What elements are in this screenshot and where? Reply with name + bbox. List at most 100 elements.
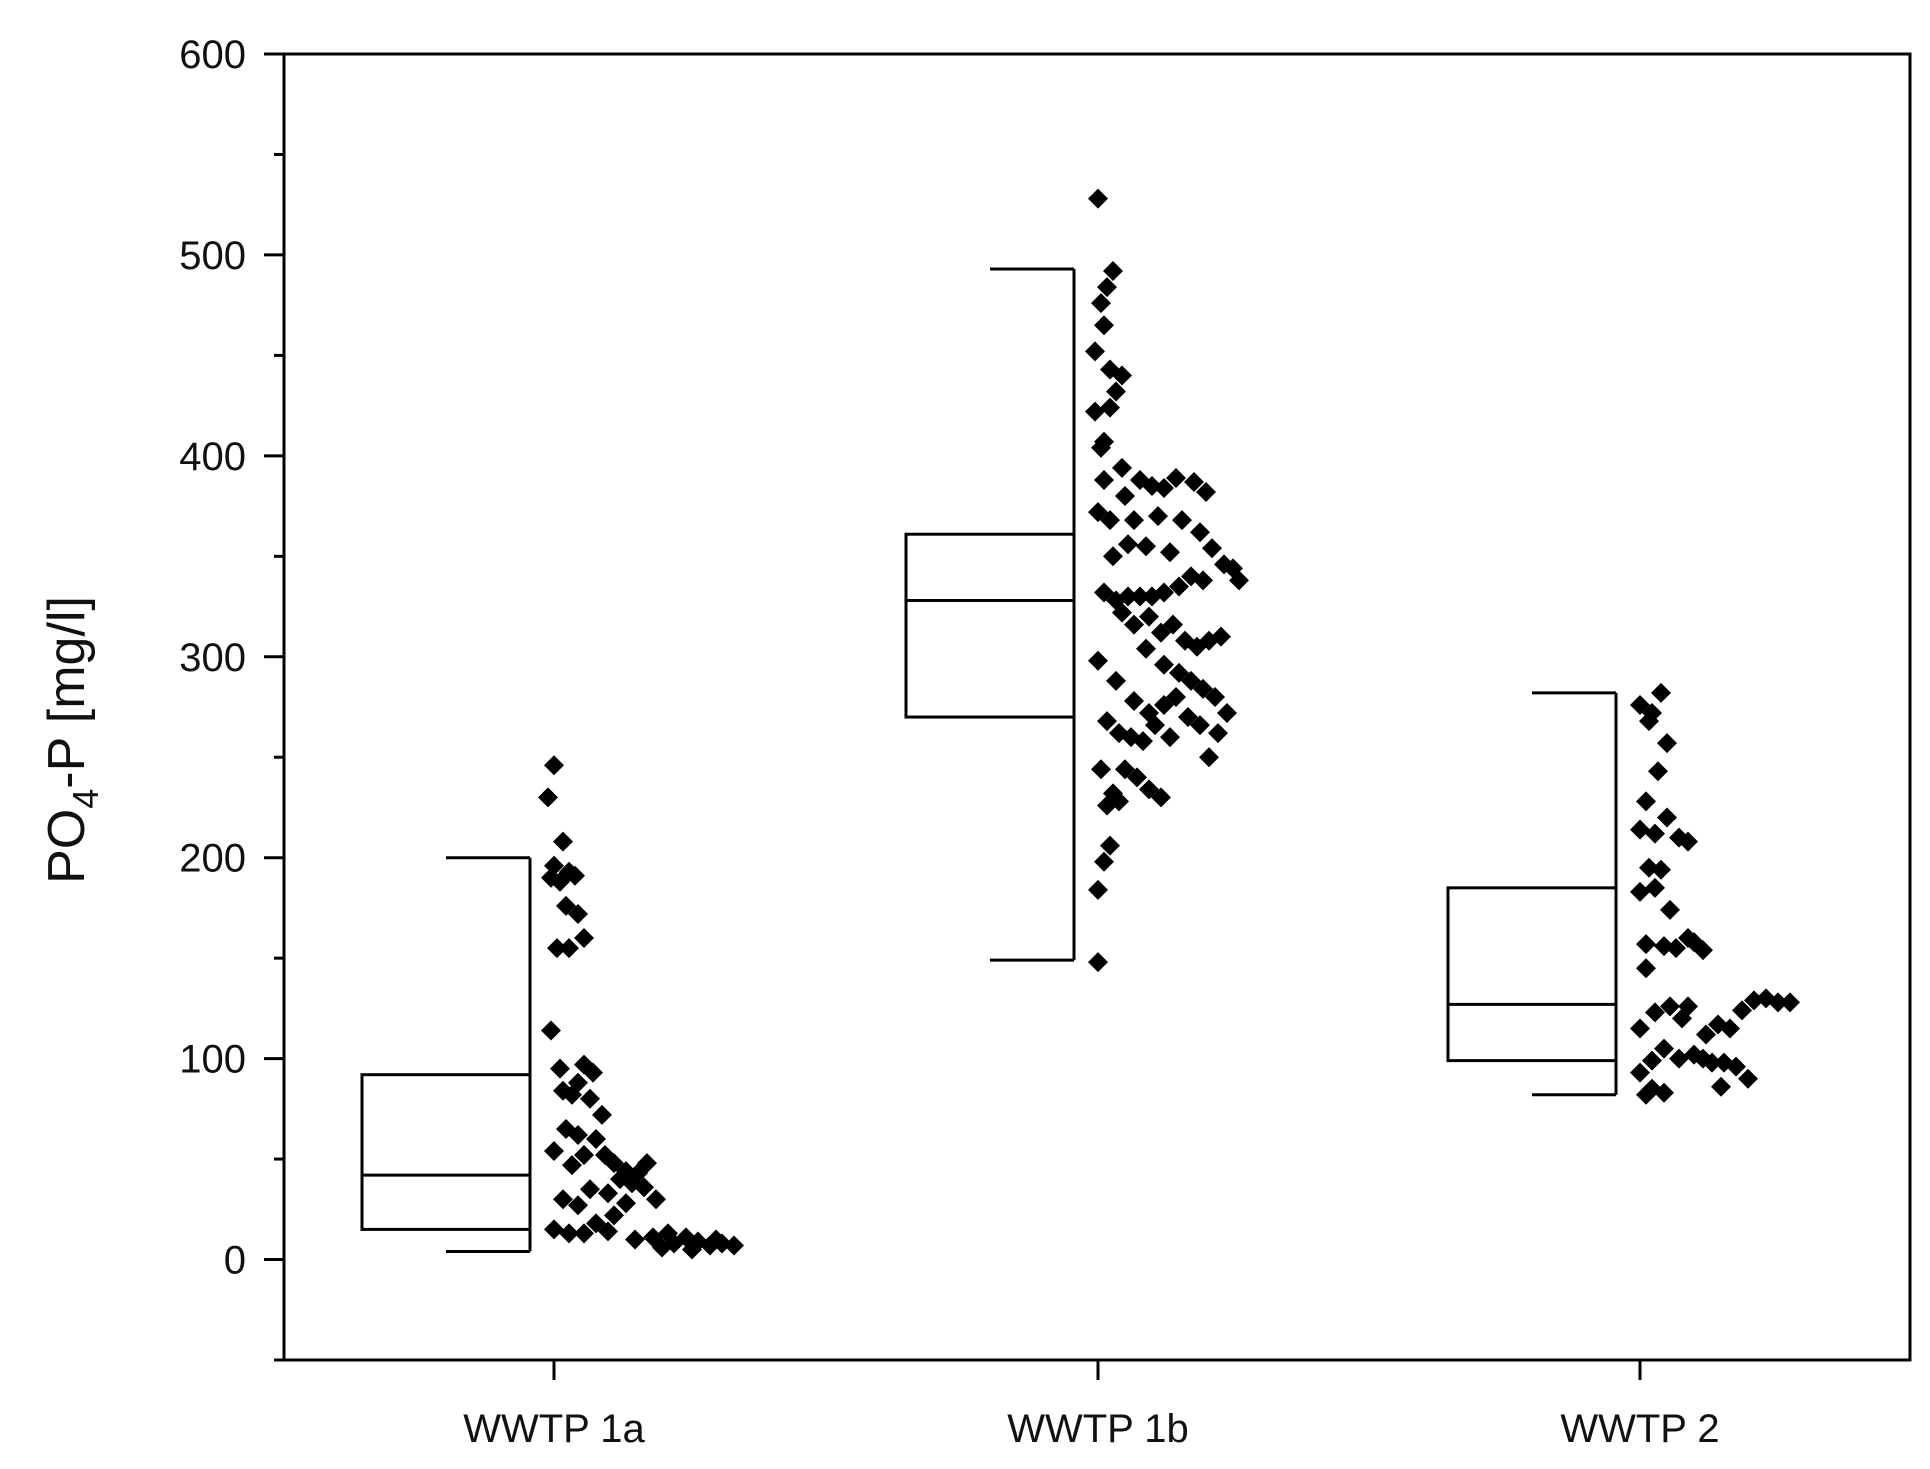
data-point <box>1645 877 1665 898</box>
data-point <box>634 1177 654 1198</box>
data-point <box>1702 1052 1722 1073</box>
data-point <box>658 1223 678 1244</box>
data-point <box>538 787 558 808</box>
data-point <box>1205 686 1225 707</box>
data-point <box>1630 1018 1650 1039</box>
data-point <box>1229 570 1249 591</box>
data-point <box>1097 711 1117 732</box>
data-point <box>1151 787 1171 808</box>
y-tick-label: 200 <box>179 837 246 881</box>
data-point <box>1148 506 1168 527</box>
data-point <box>550 871 570 892</box>
data-point <box>1088 952 1108 973</box>
data-point <box>1654 1038 1674 1059</box>
data-point <box>1094 582 1114 603</box>
data-point <box>1103 546 1123 567</box>
data-point <box>1196 482 1216 503</box>
data-point <box>1106 381 1126 402</box>
y-tick-label: 600 <box>179 33 246 77</box>
data-point <box>1636 1084 1656 1105</box>
data-point <box>1100 835 1120 856</box>
data-point <box>556 895 576 916</box>
data-point <box>580 1088 600 1109</box>
data-point <box>586 1128 606 1149</box>
data-point <box>1720 1018 1740 1039</box>
data-point <box>1184 471 1204 492</box>
data-point <box>1154 582 1174 603</box>
data-point <box>1124 510 1144 531</box>
data-point <box>544 755 564 776</box>
data-point <box>1112 365 1132 386</box>
data-point <box>637 1153 657 1174</box>
data-point <box>1630 881 1650 902</box>
data-point <box>544 1141 564 1162</box>
data-point <box>1091 759 1111 780</box>
data-point <box>1211 626 1231 647</box>
data-point <box>1193 570 1213 591</box>
data-point <box>1636 958 1656 979</box>
data-point <box>1768 992 1788 1013</box>
data-point <box>1630 1062 1650 1083</box>
box-iqr <box>1446 886 1618 1063</box>
data-point <box>1651 682 1671 703</box>
data-point <box>1672 1008 1692 1029</box>
data-point <box>559 1223 579 1244</box>
data-point <box>1154 654 1174 675</box>
scatter-points <box>538 188 1800 1260</box>
data-point <box>1738 1068 1758 1089</box>
data-point <box>625 1229 645 1250</box>
data-point <box>1088 879 1108 900</box>
data-point <box>1100 510 1120 531</box>
data-point <box>1154 694 1174 715</box>
data-point <box>682 1239 702 1260</box>
data-point <box>1091 293 1111 314</box>
data-point <box>574 1223 594 1244</box>
plot-frame <box>282 52 1912 1362</box>
data-point <box>1112 457 1132 478</box>
data-point <box>1085 341 1105 362</box>
data-point <box>562 1084 582 1105</box>
data-point <box>1648 761 1668 782</box>
data-point <box>547 938 567 959</box>
y-tick-label: 300 <box>179 636 246 680</box>
y-tick-label: 500 <box>179 234 246 278</box>
data-point <box>1088 502 1108 523</box>
data-point <box>1208 723 1228 744</box>
data-point <box>1178 707 1198 728</box>
box-iqr <box>904 532 1076 719</box>
data-point <box>1139 779 1159 800</box>
data-point <box>1163 614 1183 635</box>
data-point <box>1094 469 1114 490</box>
data-point <box>1088 650 1108 671</box>
box-1 <box>360 856 532 1254</box>
data-point <box>1112 602 1132 623</box>
y-axis-title: PO4-P [mg/l] <box>38 596 106 884</box>
data-point <box>1193 678 1213 699</box>
data-point <box>1696 1024 1716 1045</box>
data-point <box>541 1020 561 1041</box>
data-point <box>1190 715 1210 736</box>
x-axis: WWTP 1a WWTP 1b WWTP 2 <box>463 1360 1720 1451</box>
y-axis-title-subscript: 4 <box>65 789 106 809</box>
data-point <box>1160 542 1180 563</box>
x-tick-label: WWTP 1a <box>463 1407 645 1451</box>
data-point <box>1118 586 1138 607</box>
data-point <box>1169 576 1189 597</box>
data-point <box>586 1213 606 1234</box>
data-point <box>1103 260 1123 281</box>
data-point <box>568 1124 588 1145</box>
data-point <box>604 1205 624 1226</box>
data-point <box>604 1153 624 1174</box>
data-point <box>1657 733 1677 754</box>
data-point <box>1666 938 1686 959</box>
data-point <box>1094 851 1114 872</box>
data-point <box>1100 397 1120 418</box>
data-point <box>1136 638 1156 659</box>
data-point <box>1636 934 1656 955</box>
y-tick-label: 400 <box>179 435 246 479</box>
data-point <box>1660 899 1680 920</box>
data-point <box>580 1179 600 1200</box>
box-2 <box>904 267 1076 962</box>
data-point <box>568 903 588 924</box>
